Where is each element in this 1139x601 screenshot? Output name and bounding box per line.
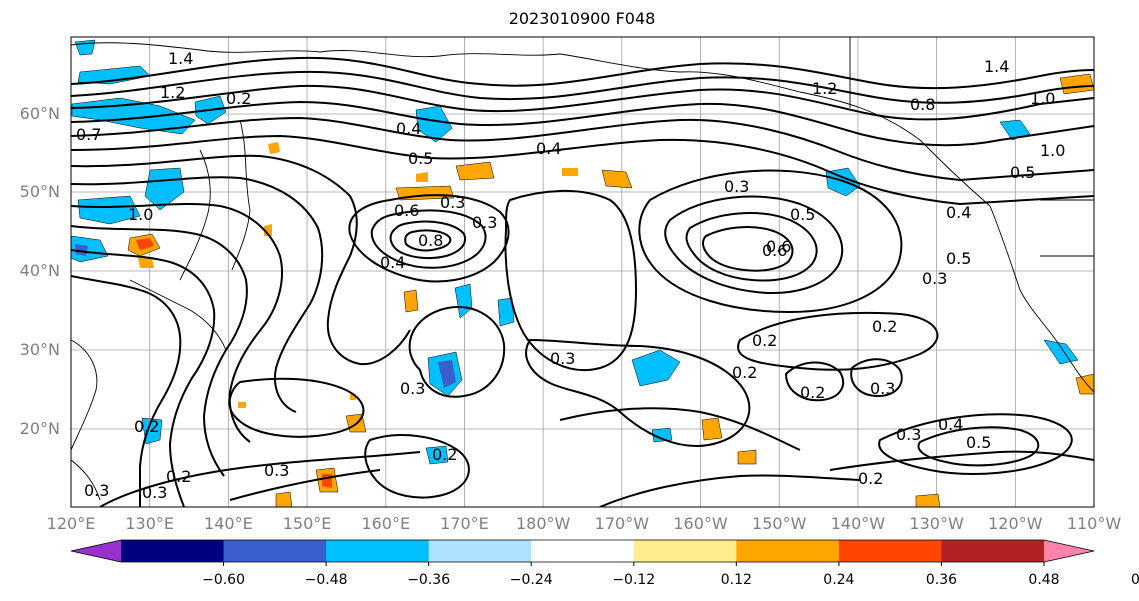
contour-label: 1.4 <box>984 57 1009 76</box>
lat-label-30n: 30°N <box>19 340 60 359</box>
colorbar-tick-label: −0.24 <box>509 572 553 588</box>
lat-label-60n: 60°N <box>19 104 60 123</box>
contour-label: 1.0 <box>128 205 153 224</box>
colorbar-segment <box>531 540 635 562</box>
contour-label: 0.3 <box>896 425 921 444</box>
lon-label: 170°W <box>594 514 650 533</box>
colorbar <box>70 539 1095 566</box>
lon-label: 130°W <box>909 514 964 533</box>
lon-label: 150°E <box>282 514 332 533</box>
contour-label: 0.2 <box>226 89 251 108</box>
colorbar-segment <box>736 540 840 562</box>
colorbar-tick-label: 0.60 <box>1130 572 1139 588</box>
colorbar-tick-label: 0.24 <box>823 572 855 588</box>
contour-label: 0.3 <box>870 379 895 398</box>
contour-label: 0.5 <box>408 149 433 168</box>
contour-label: 0.2 <box>872 317 897 336</box>
coastlines <box>71 37 1094 501</box>
contour-label: 0.8 <box>418 231 443 250</box>
contour-label: 0.2 <box>858 469 883 488</box>
colorbar-extend-min <box>71 540 121 562</box>
negative-anomaly-patches <box>71 39 1079 465</box>
colorbar-segment <box>428 540 532 562</box>
map-layers: 1.4 1.2 0.7 1.0 0.4 0.2 1.2 0.8 1.4 1.0 … <box>71 37 1094 507</box>
colorbar-segment <box>121 540 225 562</box>
contour-label: 0.4 <box>946 203 971 222</box>
lon-label: 120°E <box>46 514 96 533</box>
lon-label: 130°E <box>125 514 175 533</box>
colorbar-segment <box>223 540 327 562</box>
lon-label: 140°W <box>830 514 886 533</box>
lon-label: 160°E <box>361 514 411 533</box>
colorbar-segment <box>326 540 430 562</box>
contour-label: 0.6 <box>394 201 419 220</box>
colorbar-tick-label: 0.48 <box>1028 572 1060 588</box>
contour-label: 0.2 <box>432 445 457 464</box>
contour-label: 0.3 <box>142 483 167 502</box>
contour-lines <box>71 56 1094 507</box>
lon-label: 170°E <box>440 514 489 533</box>
contour-label: 0.3 <box>550 349 575 368</box>
colorbar-extend-max <box>1044 540 1094 562</box>
colorbar-segment <box>633 540 737 562</box>
contour-label: 0.5 <box>966 433 991 452</box>
lat-label-20n: 20°N <box>19 419 60 438</box>
contour-label: 1.4 <box>168 49 193 68</box>
contour-label: 0.2 <box>166 467 191 486</box>
colorbar-tick-label: −0.12 <box>612 572 656 588</box>
lon-label: 120°W <box>988 514 1043 533</box>
map-frame <box>70 36 1095 508</box>
contour-label: 0.2 <box>134 417 159 436</box>
contour-label: 1.2 <box>160 83 185 102</box>
contour-label: 0.3 <box>472 213 497 232</box>
colorbar-tick-label: −0.48 <box>304 572 348 588</box>
contour-label: 0.2 <box>752 331 777 350</box>
lon-label: 140°E <box>204 514 253 533</box>
contour-label: 0.3 <box>440 193 465 212</box>
contour-label: 0.2 <box>800 383 825 402</box>
contour-label: 0.4 <box>396 119 421 138</box>
contour-label: 0.6 <box>762 241 787 260</box>
contour-label: 0.5 <box>790 205 815 224</box>
colorbar-tick-label: 0.12 <box>720 572 752 588</box>
contour-label: 1.0 <box>1030 89 1055 108</box>
contour-label: 0.3 <box>400 379 425 398</box>
contour-label: 1.2 <box>812 79 837 98</box>
lon-label: 160°W <box>673 514 728 533</box>
lon-label: 110°W <box>1066 514 1122 533</box>
colorbar-tick-label: 0.36 <box>925 572 958 588</box>
contour-label: 0.7 <box>76 125 101 144</box>
contour-label: 0.4 <box>380 253 405 272</box>
contour-label: 0.5 <box>1010 163 1035 182</box>
contour-label: 0.6 <box>766 237 791 256</box>
contour-label: 0.3 <box>84 481 109 500</box>
map-title: 2023010900 F048 <box>508 9 656 28</box>
colorbar-segment <box>838 540 942 562</box>
colorbar-segment <box>941 540 1045 562</box>
contour-label: 0.3 <box>264 461 289 480</box>
contour-label: 1.0 <box>1040 141 1065 160</box>
contour-label: 0.3 <box>922 269 947 288</box>
contour-label: 0.8 <box>910 95 935 114</box>
lon-label: 180°W <box>515 514 571 533</box>
contour-label: 0.4 <box>536 139 561 158</box>
lon-label: 150°W <box>752 514 807 533</box>
lat-label-50n: 50°N <box>19 182 60 201</box>
colorbar-tick-label: −0.60 <box>202 572 245 588</box>
contour-label: 0.3 <box>724 177 749 196</box>
contour-label: 0.4 <box>938 415 963 434</box>
colorbar-tick-label: −0.36 <box>407 572 451 588</box>
contour-label: 0.2 <box>732 363 757 382</box>
contour-label-group: 1.4 1.2 0.7 1.0 0.4 0.2 1.2 0.8 1.4 1.0 … <box>76 49 1065 502</box>
lat-label-40n: 40°N <box>19 261 60 280</box>
contour-label: 0.5 <box>946 249 971 268</box>
